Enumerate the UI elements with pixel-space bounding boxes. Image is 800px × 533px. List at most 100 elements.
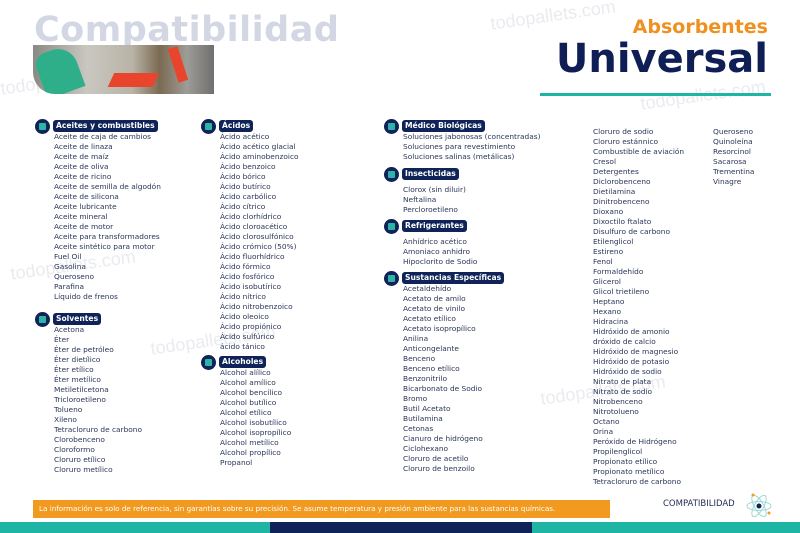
list-item: Cloruro de benzoilo bbox=[403, 464, 475, 473]
watermark-title: Compatibilidad bbox=[34, 10, 340, 50]
watermark: todopallets.com bbox=[489, 0, 617, 34]
list-item: Ácido benzoico bbox=[220, 162, 276, 171]
footer-label: COMPATIBILIDAD bbox=[663, 499, 735, 509]
list-item: Butilamina bbox=[403, 414, 443, 423]
category-section: Refrigerantes Anhídrico acético Amoniaco a… bbox=[384, 218, 477, 267]
list-item: Aceite de silicona bbox=[54, 192, 119, 201]
list-item: Propanol bbox=[220, 458, 253, 467]
list-item: Hidróxido de sodio bbox=[593, 367, 662, 376]
list-item: Bromo bbox=[403, 394, 428, 403]
list-item: Cloruro de acetilo bbox=[403, 454, 469, 463]
category-title: Médico Biológicas bbox=[402, 120, 485, 132]
list-item: Tetracloruro de carbono bbox=[593, 477, 682, 486]
list-item: Amoniaco anhidro bbox=[403, 247, 471, 256]
category-title: Insecticidas bbox=[402, 168, 459, 180]
list-item: Ácido bórico bbox=[220, 172, 266, 181]
list-item: Éter etílico bbox=[54, 365, 94, 374]
list-item: Cloruro etílico bbox=[54, 455, 106, 464]
list-item: Hidróxido de potasio bbox=[593, 357, 670, 366]
list-item: Fuel Oil bbox=[54, 252, 82, 261]
category-icon bbox=[201, 118, 216, 134]
list-item: Hidracina bbox=[593, 317, 629, 326]
list-item: dróxido de calcio bbox=[593, 337, 656, 346]
list-item: Alcohol butílico bbox=[220, 398, 277, 407]
category-icon bbox=[201, 354, 216, 370]
category-section: Aceites y combustibles Aceite de caja de … bbox=[35, 118, 161, 302]
list-item: Percloroetileno bbox=[403, 205, 458, 214]
list-item: Trementina bbox=[713, 167, 755, 176]
list-item: Soluciones salinas (metálicas) bbox=[403, 152, 515, 161]
list-item: Detergentes bbox=[593, 167, 639, 176]
list-item: Acetato isopropílico bbox=[403, 324, 476, 333]
list-item: Nitrato de plata bbox=[593, 377, 652, 386]
list-item: Queroseno bbox=[54, 272, 95, 281]
list-item: Ácido fluorhídrico bbox=[220, 252, 285, 261]
list-item: Éter metílico bbox=[54, 375, 101, 384]
list-item: Heptano bbox=[593, 297, 625, 306]
list-item: Ácido isobutírico bbox=[220, 282, 282, 291]
category-icon bbox=[35, 118, 50, 134]
list-item: Alcohol isobutílico bbox=[220, 418, 287, 427]
category-header: Solventes bbox=[35, 311, 142, 327]
list-item: Éter dietílico bbox=[54, 355, 101, 364]
list-item: Queroseno bbox=[713, 127, 754, 136]
category-section: Solventes Acetona Éter Éter de petróleo Éter… bbox=[35, 311, 142, 475]
list-item: Ácido clorosulfónico bbox=[220, 232, 294, 241]
list-item: Acetaldehído bbox=[403, 284, 452, 293]
list-item: Tricloroetileno bbox=[54, 395, 106, 404]
category-icon bbox=[384, 118, 399, 134]
list-item: Alcohol amílico bbox=[220, 378, 276, 387]
list-item: Anticongelante bbox=[403, 344, 459, 353]
list-item: Alcohol metílico bbox=[220, 438, 279, 447]
list-item: Octano bbox=[593, 417, 620, 426]
category-title: Refrigerantes bbox=[402, 220, 467, 232]
list-item: Propionato etílico bbox=[593, 457, 658, 466]
list-item: Éter de petróleo bbox=[54, 345, 114, 354]
list-item: Vinagre bbox=[713, 177, 742, 186]
list-item: Aceite de motor bbox=[54, 222, 114, 231]
footer-band-teal bbox=[0, 522, 270, 533]
category-icon bbox=[384, 218, 399, 234]
category-header: Sustancias Específicas bbox=[384, 270, 505, 286]
list-item: Acetona bbox=[54, 325, 85, 334]
header-photo bbox=[33, 45, 214, 94]
list-item: Peróxido de Hidrógeno bbox=[593, 437, 677, 446]
page-title: Universal bbox=[555, 36, 768, 82]
list-item: Ácido fórmico bbox=[220, 262, 271, 271]
list-item: Ácido acético glacial bbox=[220, 142, 296, 151]
list-item: Aceite lubricante bbox=[54, 202, 117, 211]
category-section: Sustancias Específicas Acetaldehído Acetat… bbox=[384, 270, 505, 474]
list-item: Glicerol bbox=[593, 277, 621, 286]
list-item: Ácido nítrico bbox=[220, 292, 266, 301]
category-icon bbox=[384, 166, 399, 182]
category-title: Solventes bbox=[53, 313, 102, 325]
category-icon bbox=[384, 270, 399, 286]
list-item: Alcohol alílico bbox=[220, 368, 271, 377]
category-section: Insecticidas Clorox (sin diluir) Neftalina… bbox=[384, 166, 466, 215]
list-item: Ácido propiónico bbox=[220, 322, 282, 331]
list-item: ácido tánico bbox=[220, 342, 265, 351]
substance-list: Queroseno Quinoleína Resorcinol Sacarosa Tre… bbox=[713, 127, 754, 187]
list-item: Acetato etílico bbox=[403, 314, 456, 323]
list-item: Sacarosa bbox=[713, 157, 747, 166]
list-item: Nitrato de sodio bbox=[593, 387, 653, 396]
list-item: Ciclohexano bbox=[403, 444, 449, 453]
list-item: Glicol trietileno bbox=[593, 287, 650, 296]
list-item: Ácido acético bbox=[220, 132, 270, 141]
list-item: Ácido sulfúrico bbox=[220, 332, 275, 341]
list-item: Benzonitrilo bbox=[403, 374, 448, 383]
list-item: Aceite para transformadores bbox=[54, 232, 160, 241]
category-section: Ácidos Ácido acético Ácido acético glacial… bbox=[201, 118, 299, 352]
list-item: Quinoleína bbox=[713, 137, 753, 146]
list-item: Soluciones para revestimiento bbox=[403, 142, 516, 151]
list-item: Ácido crómico (50%) bbox=[220, 242, 297, 251]
list-item: Aceite mineral bbox=[54, 212, 108, 221]
list-item: Formaldehído bbox=[593, 267, 644, 276]
list-item: Ácido aminobenzoico bbox=[220, 152, 299, 161]
list-item: Tolueno bbox=[54, 405, 83, 414]
list-item: Cetonas bbox=[403, 424, 434, 433]
list-item: Aceite de linaza bbox=[54, 142, 113, 151]
list-item: Hidróxido de amonio bbox=[593, 327, 670, 336]
list-item: Nitrobenceno bbox=[593, 397, 643, 406]
list-item: Aceite de semilla de algodón bbox=[54, 182, 161, 191]
